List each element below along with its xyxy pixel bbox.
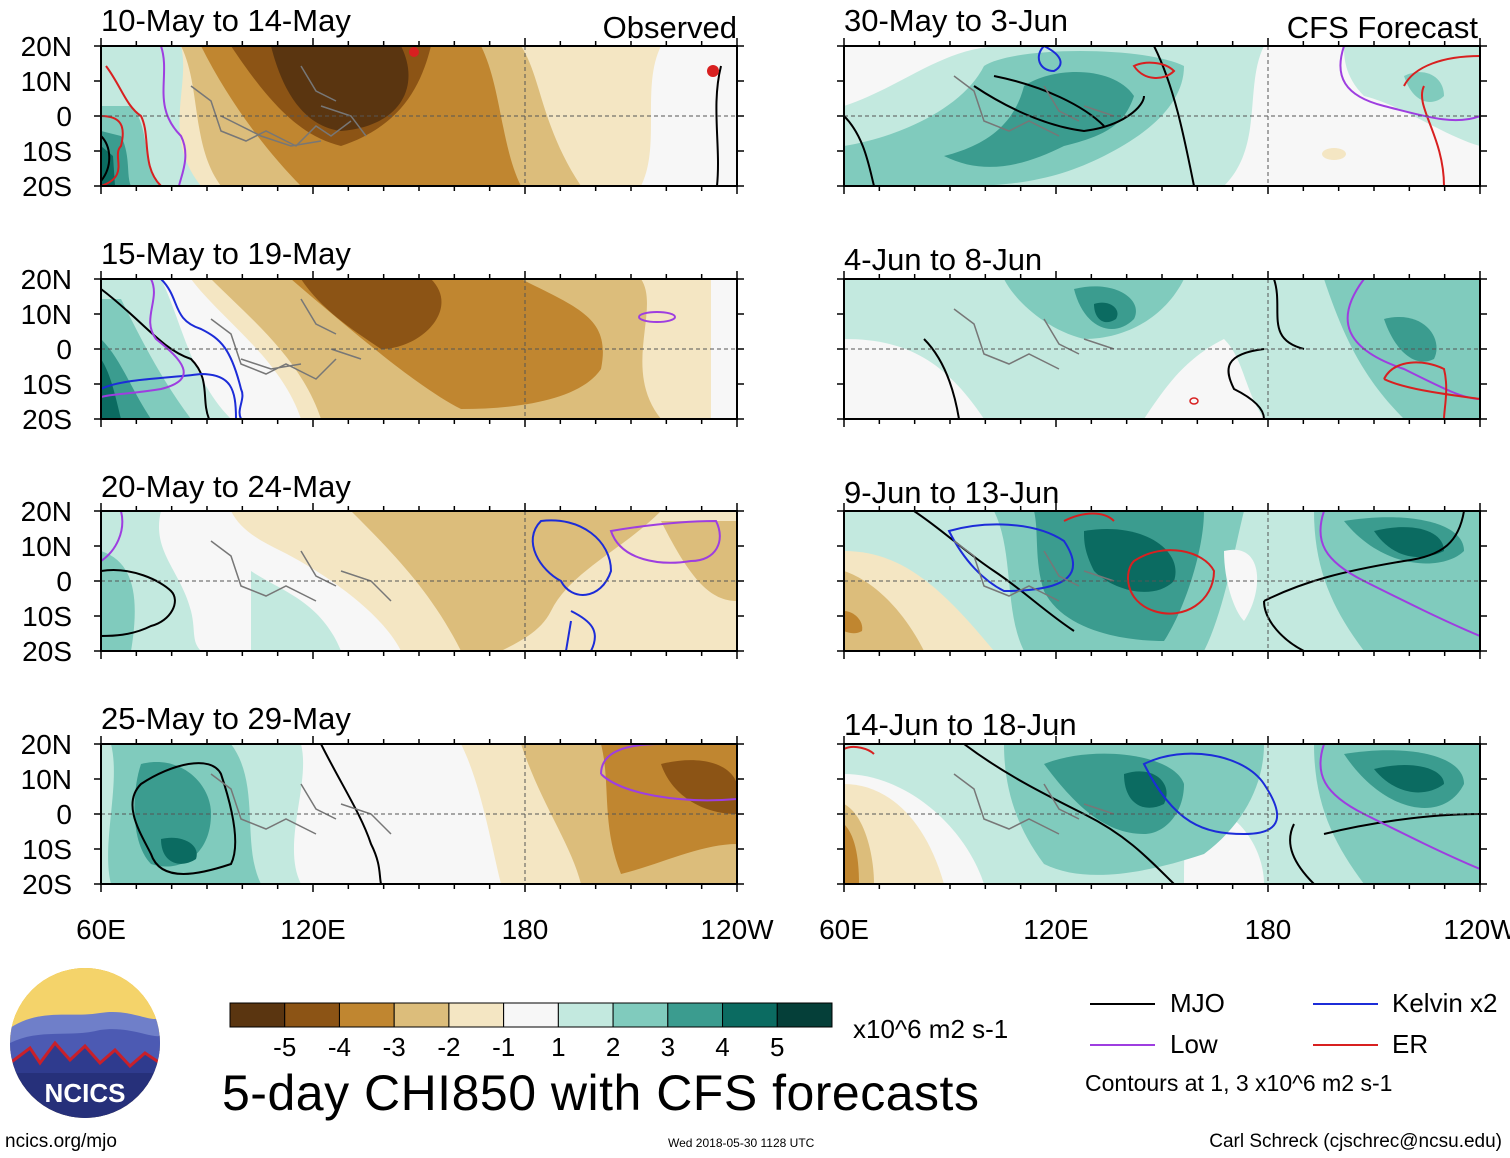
y-tick-label: 20N [21, 31, 72, 62]
legend-er-label: ER [1392, 1029, 1429, 1059]
y-tick-label: 0 [56, 101, 72, 132]
y-tick-label: 20S [22, 869, 72, 900]
panel-8 [843, 743, 1481, 885]
y-tick-label: 20S [22, 404, 72, 435]
colorbar-swatch [448, 1002, 505, 1028]
colorbar-tick-label: 4 [715, 1032, 729, 1062]
credit: Carl Schreck (cjschrec@ncsu.edu) [1209, 1131, 1502, 1152]
x-tick-label: 180 [1245, 914, 1292, 945]
panel-7-label: 9-Jun to 13-Jun [844, 475, 1059, 510]
y-tick-label: 10S [22, 834, 72, 865]
panel-6 [843, 278, 1481, 420]
y-tick-label: 20N [21, 729, 72, 760]
colorbar-swatch [338, 1002, 395, 1028]
panel-6-label: 4-Jun to 8-Jun [844, 242, 1042, 277]
panel-3 [100, 510, 738, 652]
legend-mjo-label: MJO [1170, 988, 1225, 1018]
colorbar-tick-label: 2 [606, 1032, 620, 1062]
colorbar-tick-label: -2 [437, 1032, 460, 1062]
y-tick-label: 20N [21, 496, 72, 527]
colorbar-units: x10^6 m2 s-1 [853, 1014, 1009, 1044]
legend-kelvin-label: Kelvin x2 [1392, 988, 1498, 1018]
logo-text: NCICS [45, 1078, 126, 1108]
y-tick-label: 20S [22, 636, 72, 667]
y-tick-label: 20N [21, 264, 72, 295]
y-tick-label: 10N [21, 299, 72, 330]
panel-1-label: 10-May to 14-May [101, 3, 351, 38]
x-tick-label: 120W [700, 914, 774, 945]
colorbar-tick-label: -4 [328, 1032, 351, 1062]
observed-header: Observed [603, 10, 737, 45]
colorbar-swatch [776, 1002, 833, 1028]
panel-8-label: 14-Jun to 18-Jun [844, 707, 1077, 742]
panel-2-label: 15-May to 19-May [101, 236, 351, 271]
ncics-logo: NCICS [10, 968, 160, 1118]
colorbar-swatch [503, 1002, 559, 1028]
x-tick-label: 60E [76, 914, 126, 945]
colorbar-swatch [667, 1002, 724, 1028]
x-tick-label: 120W [1443, 914, 1510, 945]
x-tick-label: 120E [280, 914, 345, 945]
y-tick-label: 0 [56, 334, 72, 365]
legend-kelvin-line [1313, 1003, 1378, 1005]
colorbar-tick-label: -3 [383, 1032, 406, 1062]
legend-er-line [1313, 1044, 1378, 1046]
y-tick-label: 0 [56, 566, 72, 597]
colorbar-tick-label: 5 [770, 1032, 784, 1062]
y-tick-label: 0 [56, 799, 72, 830]
panel-5-label: 30-May to 3-Jun [844, 3, 1068, 38]
colorbar: -5 -4 -3 -2 -1 1 2 3 4 5 [229, 1002, 833, 1062]
timestamp: Wed 2018-05-30 1128 UTC [668, 1136, 815, 1150]
colorbar-tick-label: 1 [551, 1032, 565, 1062]
x-tick-label: 180 [502, 914, 549, 945]
y-tick-label: 20S [22, 171, 72, 202]
panel-1 [100, 45, 738, 187]
y-tick-label: 10N [21, 764, 72, 795]
panel-4-label: 25-May to 29-May [101, 701, 351, 736]
colorbar-swatch [612, 1002, 669, 1028]
y-tick-label: 10S [22, 369, 72, 400]
legend-mjo-line [1090, 1003, 1155, 1005]
colorbar-swatch [229, 1002, 286, 1028]
colorbar-swatch [722, 1002, 778, 1028]
panel-4 [100, 743, 738, 885]
colorbar-tick-label: -1 [492, 1032, 515, 1062]
x-tick-label: 60E [819, 914, 869, 945]
panel-3-label: 20-May to 24-May [101, 469, 351, 504]
legend-low-label: Low [1170, 1029, 1218, 1059]
y-tick-label: 10S [22, 136, 72, 167]
colorbar-swatch [393, 1002, 450, 1028]
colorbar-tick-label: 3 [661, 1032, 675, 1062]
y-tick-label: 10S [22, 601, 72, 632]
y-tick-label: 10N [21, 66, 72, 97]
panel-7 [843, 510, 1481, 652]
colorbar-tick-label: -5 [273, 1032, 296, 1062]
x-tick-label: 120E [1023, 914, 1088, 945]
colorbar-swatch [284, 1002, 340, 1028]
colorbar-swatch [557, 1002, 614, 1028]
forecast-header: CFS Forecast [1287, 10, 1479, 45]
chart-title: 5-day CHI850 with CFS forecasts [222, 1065, 980, 1121]
contour-note: Contours at 1, 3 x10^6 m2 s-1 [1085, 1070, 1393, 1096]
panel-5 [843, 45, 1481, 187]
panel-2 [100, 278, 738, 420]
site-link[interactable]: ncics.org/mjo [5, 1131, 117, 1152]
legend-low-line [1090, 1044, 1155, 1046]
y-tick-label: 10N [21, 531, 72, 562]
